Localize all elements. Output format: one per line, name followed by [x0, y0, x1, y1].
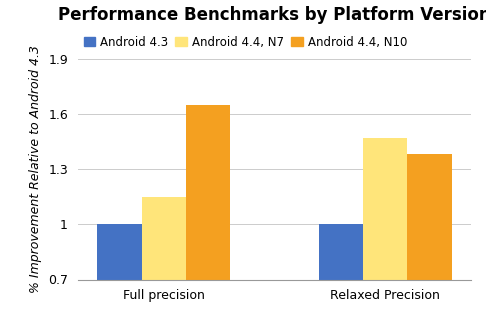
Bar [363, 138, 407, 325]
Bar [319, 224, 363, 325]
Title: Performance Benchmarks by Platform Version: Performance Benchmarks by Platform Versi… [58, 6, 486, 24]
Bar [97, 224, 142, 325]
Bar [142, 197, 186, 325]
Bar [407, 154, 452, 325]
Bar [186, 105, 230, 325]
Y-axis label: % Improvement Relative to Android 4.3: % Improvement Relative to Android 4.3 [30, 45, 42, 293]
Legend: Android 4.3, Android 4.4, N7, Android 4.4, N10: Android 4.3, Android 4.4, N7, Android 4.… [84, 36, 407, 49]
